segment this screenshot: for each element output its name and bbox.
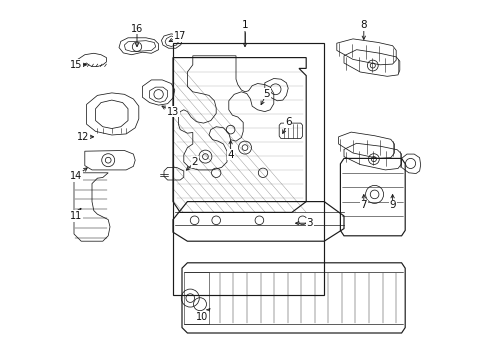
Text: 6: 6 (285, 117, 292, 127)
Text: 12: 12 (77, 132, 89, 142)
Text: 3: 3 (306, 218, 313, 228)
Text: 11: 11 (70, 211, 82, 221)
Text: 9: 9 (389, 200, 396, 210)
Text: 13: 13 (167, 107, 179, 117)
Text: 2: 2 (191, 157, 198, 167)
Text: 15: 15 (70, 60, 82, 70)
Text: 8: 8 (361, 20, 367, 30)
Text: 16: 16 (131, 24, 143, 34)
Text: 17: 17 (174, 31, 186, 41)
Bar (173, 43, 324, 295)
Text: 4: 4 (227, 150, 234, 160)
Text: 1: 1 (242, 20, 248, 30)
Text: 7: 7 (361, 200, 367, 210)
Text: 5: 5 (263, 89, 270, 99)
Text: 14: 14 (70, 171, 82, 181)
Text: 10: 10 (196, 312, 208, 322)
